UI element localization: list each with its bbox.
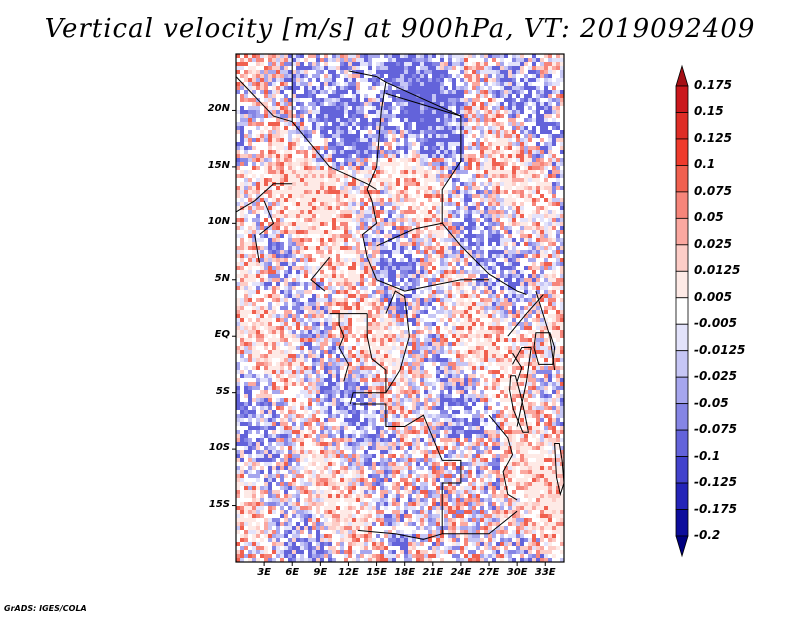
lat-label: 15S (208, 498, 230, 510)
colorbar-label: 0.1 (694, 157, 716, 172)
colorbar-swatch (675, 191, 689, 219)
colorbar-label: -0.2 (694, 528, 721, 542)
border-line-2 (348, 70, 462, 247)
lat-label: 20N (207, 103, 230, 115)
velocity-field (236, 54, 564, 562)
border-line-10 (385, 290, 405, 314)
border-line-5 (460, 245, 527, 295)
colorbar-swatch (675, 509, 689, 537)
colorbar-swatch (675, 270, 689, 299)
colorbar-label: 0.175 (694, 78, 732, 92)
colorbar-swatch (675, 350, 689, 378)
border-line-20 (310, 256, 331, 292)
border-line-13 (353, 403, 462, 534)
colorbar-label: -0.175 (694, 501, 737, 516)
border-line-16 (357, 529, 443, 540)
lon-label: 33E (534, 567, 556, 578)
colorbar-label: -0.025 (694, 369, 737, 384)
colorbar-label: 0.125 (694, 130, 732, 145)
colorbar-swatch (675, 165, 689, 193)
map-frame (235, 53, 565, 563)
colorbar-swatch (675, 85, 689, 113)
country-borders (236, 54, 564, 540)
border-line-21 (254, 234, 260, 263)
lat-label: 10N (207, 216, 230, 228)
colorbar-swatch (675, 429, 689, 457)
border-line-4 (385, 93, 462, 117)
map-title: Vertical velocity [m/s] at 900hPa, VT: 2… (44, 14, 756, 44)
lon-label: 30E (506, 567, 528, 578)
border-line-6 (376, 279, 489, 292)
colorbar-label: 0.05 (694, 210, 724, 225)
lat-label: 5N (214, 272, 230, 284)
border-line-22 (236, 183, 293, 213)
colorbar-swatch (675, 217, 689, 246)
border-line-9 (338, 313, 350, 382)
border-line-3 (361, 82, 387, 280)
colorbar-label: -0.0125 (694, 342, 746, 357)
border-line-11 (349, 313, 387, 405)
colorbar-label: -0.1 (694, 448, 721, 463)
border-line-14 (442, 510, 518, 535)
lon-label: 12E (338, 567, 359, 578)
colorbar-swatch (675, 323, 689, 352)
lake-outline-2 (554, 443, 564, 497)
axis-ticks (232, 109, 546, 566)
colorbar (675, 64, 689, 558)
lon-label: 18E (394, 567, 416, 578)
lat-label: 5S (215, 385, 230, 397)
colorbar-label: 0.005 (694, 289, 732, 304)
border-line-24 (516, 347, 532, 427)
colorbar-label: 0.025 (694, 236, 732, 251)
colorbar-swatch (675, 403, 689, 431)
colorbar-swatch (675, 244, 689, 272)
lon-label: 6E (285, 567, 300, 578)
colorbar-swatch (675, 138, 689, 166)
colorbar-label: -0.005 (694, 316, 737, 331)
lake-outline-0 (533, 332, 556, 365)
grads-credit: GrADS: IGES/COLA (4, 604, 87, 613)
border-line-15 (488, 414, 518, 501)
lon-label: 3E (257, 567, 271, 578)
lake-outline-1 (509, 375, 530, 433)
border-line-18 (507, 294, 544, 337)
colorbar-label: 0.075 (694, 183, 732, 198)
lon-label: 15E (366, 567, 387, 578)
lat-label: 10S (208, 442, 230, 454)
lon-label: 9E (313, 567, 328, 578)
border-line-1 (291, 54, 377, 190)
colorbar-swatch (675, 456, 689, 484)
colorbar-label: -0.125 (694, 475, 737, 490)
colorbar-bottom-arrow (675, 535, 689, 558)
lat-label: EQ (214, 329, 230, 341)
border-line-19 (512, 352, 523, 382)
colorbar-swatch (675, 112, 689, 140)
colorbar-swatch (675, 297, 689, 325)
lon-label: 27E (478, 567, 500, 578)
border-line-12 (385, 296, 410, 393)
colorbar-swatch (675, 376, 689, 405)
border-line-23 (259, 200, 275, 235)
lon-label: 24E (450, 567, 472, 578)
colorbar-label: -0.05 (694, 395, 729, 410)
border-line-7 (376, 222, 443, 247)
colorbar-label: -0.075 (694, 422, 737, 437)
colorbar-label: 0.15 (694, 104, 724, 119)
colorbar-top-arrow (675, 64, 689, 87)
lon-label: 21E (422, 567, 444, 578)
lat-label: 15N (207, 159, 230, 171)
colorbar-label: 0.0125 (694, 263, 741, 278)
border-line-0 (236, 76, 293, 123)
colorbar-swatch (675, 482, 689, 510)
